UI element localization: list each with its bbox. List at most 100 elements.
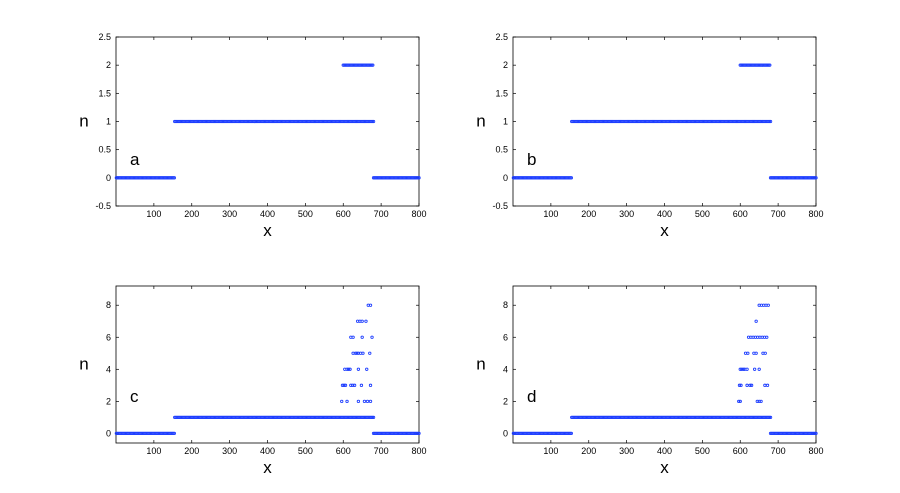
data-point bbox=[342, 383, 346, 387]
y-tick-label: 4 bbox=[503, 364, 508, 374]
x-tick-label: 400 bbox=[657, 209, 672, 219]
data-point bbox=[351, 383, 355, 387]
x-tick-label: 700 bbox=[374, 209, 389, 219]
y-axis-label: n bbox=[79, 355, 88, 374]
data-point bbox=[360, 319, 364, 323]
y-tick-label: -0.5 bbox=[492, 201, 508, 211]
y-tick-label: 2 bbox=[503, 396, 508, 406]
data-point bbox=[370, 119, 375, 124]
data-point bbox=[741, 367, 745, 371]
segment-n-1 bbox=[173, 119, 376, 124]
panel-a: 100 200 300 400 500 600 700 800 -0.5 0 0.5 1 1.5 2 2.5… bbox=[79, 32, 426, 240]
segment-n-1 bbox=[570, 119, 773, 124]
data-point bbox=[813, 176, 817, 180]
segment-n-0 bbox=[371, 431, 421, 436]
panel-letter: a bbox=[130, 150, 140, 169]
y-tick-label: 8 bbox=[503, 300, 508, 310]
x-tick-label: 700 bbox=[374, 446, 389, 456]
data-point bbox=[417, 431, 421, 436]
x-tick-label: 700 bbox=[771, 446, 786, 456]
data-point bbox=[748, 383, 752, 387]
data-point bbox=[356, 367, 361, 371]
x-tick-label: 500 bbox=[298, 446, 313, 456]
x-tick-label: 600 bbox=[336, 209, 351, 219]
panel-b: 100 200 300 400 500 600 700 800 -0.5 0 0.5 1 1.5 2 2.5… bbox=[476, 32, 823, 240]
segment-n-2 bbox=[738, 63, 772, 67]
x-tick-label: 200 bbox=[581, 209, 596, 219]
data-point bbox=[749, 383, 754, 387]
y-tick-label: -0.5 bbox=[95, 201, 111, 211]
segment-n-0 bbox=[371, 176, 421, 180]
data-point bbox=[368, 383, 373, 387]
data-point bbox=[752, 367, 757, 371]
y-tick-label: 1 bbox=[503, 117, 508, 127]
data-point bbox=[814, 176, 818, 180]
data-point bbox=[349, 383, 353, 387]
x-tick-label: 800 bbox=[411, 446, 426, 456]
data-point bbox=[768, 119, 773, 124]
x-tick-label: 200 bbox=[184, 209, 199, 219]
y-tick-label: 1.5 bbox=[495, 88, 508, 98]
y-tick-label: 2 bbox=[503, 60, 508, 70]
y-tick-label: 6 bbox=[106, 332, 111, 342]
data-point bbox=[340, 383, 345, 387]
y-tick-label: 0 bbox=[503, 428, 508, 438]
data-point bbox=[370, 63, 374, 67]
data-point bbox=[757, 367, 761, 371]
y-tick-label: 2.5 bbox=[495, 32, 508, 42]
data-point bbox=[738, 399, 742, 403]
data-point bbox=[368, 351, 372, 355]
x-tick-label: 400 bbox=[260, 446, 275, 456]
x-tick-label: 400 bbox=[657, 446, 672, 456]
data-point bbox=[417, 176, 421, 180]
y-tick-label: 2 bbox=[106, 396, 111, 406]
y-tick-label: 0 bbox=[106, 428, 111, 438]
data-point bbox=[814, 431, 818, 436]
data-point bbox=[569, 176, 573, 180]
x-tick-label: 500 bbox=[695, 446, 710, 456]
x-tick-label: 200 bbox=[581, 446, 596, 456]
data-point bbox=[368, 399, 373, 403]
data-point bbox=[745, 383, 749, 387]
data-point bbox=[171, 176, 175, 180]
x-tick-label: 500 bbox=[298, 209, 313, 219]
x-tick-label: 300 bbox=[619, 209, 634, 219]
segment-n-0 bbox=[768, 176, 818, 180]
data-point bbox=[763, 351, 767, 355]
x-tick-label: 200 bbox=[184, 446, 199, 456]
panel-c: 100 200 300 400 500 600 700 800 0 2 4 6 8 x n c bbox=[79, 285, 427, 477]
data-point bbox=[371, 119, 376, 124]
data-point bbox=[740, 367, 744, 371]
data-point bbox=[766, 303, 770, 307]
data-point bbox=[365, 399, 370, 403]
data-point bbox=[370, 335, 374, 339]
data-point bbox=[352, 383, 357, 387]
data-point bbox=[568, 176, 572, 180]
y-axis-label: n bbox=[476, 112, 485, 131]
segment-n-0 bbox=[768, 431, 818, 436]
data-point bbox=[765, 383, 770, 387]
x-tick-label: 300 bbox=[619, 446, 634, 456]
data-point bbox=[746, 351, 750, 355]
segment-n-0 bbox=[114, 431, 176, 436]
data-point bbox=[370, 415, 375, 420]
x-tick-label: 100 bbox=[543, 209, 558, 219]
y-tick-label: 2 bbox=[106, 60, 111, 70]
data-point bbox=[359, 383, 364, 387]
data-point bbox=[416, 431, 420, 436]
data-point bbox=[765, 335, 769, 339]
data-point bbox=[754, 351, 758, 355]
data-point bbox=[757, 399, 761, 403]
data-point bbox=[348, 367, 352, 371]
plot-frame bbox=[512, 285, 817, 444]
x-tick-label: 100 bbox=[146, 209, 161, 219]
x-tick-label: 600 bbox=[733, 446, 748, 456]
y-tick-label: 2.5 bbox=[98, 32, 111, 42]
data-point bbox=[345, 367, 349, 371]
data-point bbox=[361, 351, 365, 355]
data-point bbox=[351, 335, 355, 339]
x-tick-label: 600 bbox=[336, 446, 351, 456]
data-point bbox=[813, 431, 817, 436]
data-point bbox=[172, 176, 176, 180]
data-point bbox=[365, 367, 369, 371]
